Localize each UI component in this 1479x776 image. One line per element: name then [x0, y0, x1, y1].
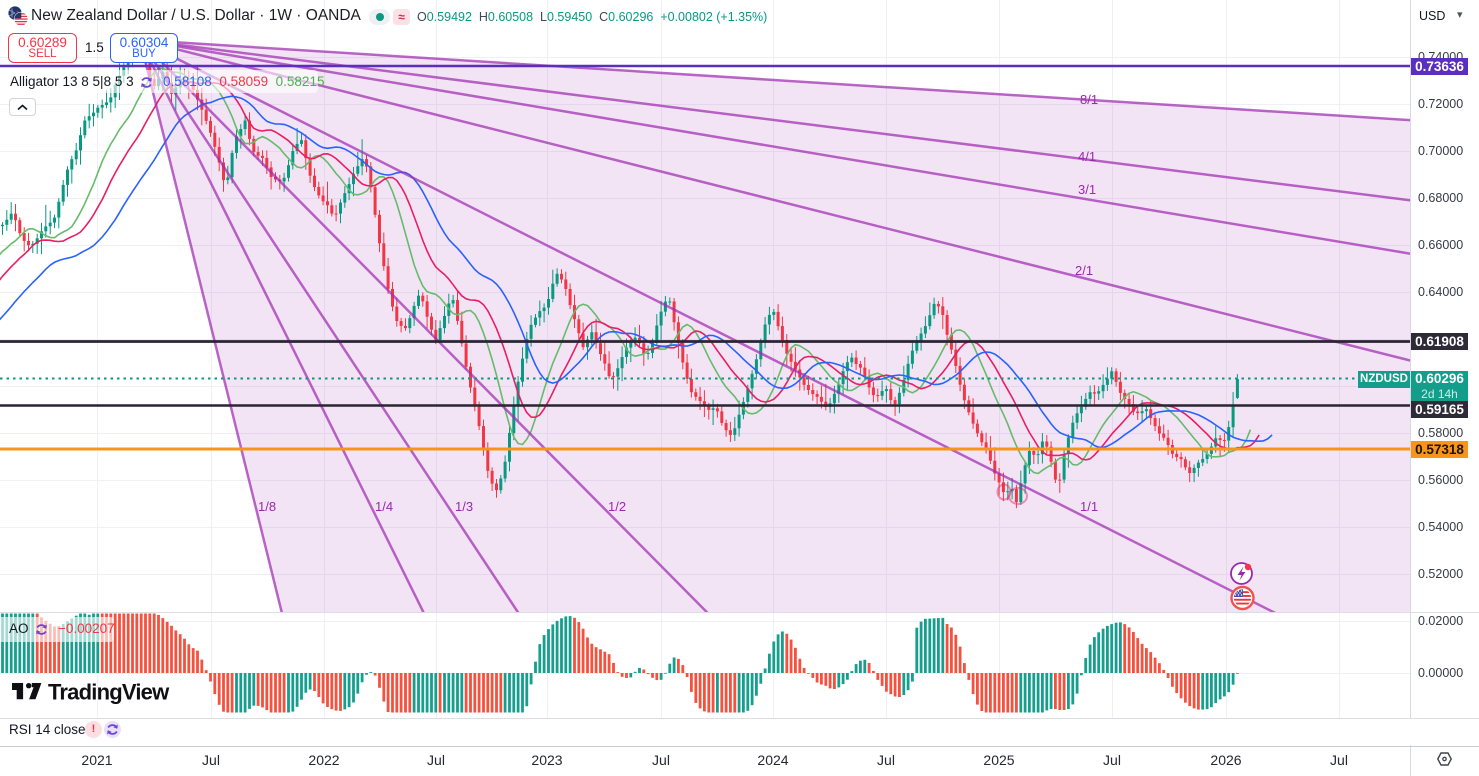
svg-text:2/1: 2/1 [1075, 263, 1093, 278]
svg-text:TradingView: TradingView [48, 683, 170, 705]
svg-text:8/1: 8/1 [1080, 92, 1098, 107]
svg-text:1/2: 1/2 [608, 499, 626, 514]
svg-text:3/1: 3/1 [1078, 182, 1096, 197]
svg-text:1/8: 1/8 [258, 499, 276, 514]
svg-text:4/1: 4/1 [1078, 149, 1096, 164]
svg-text:1/1: 1/1 [1080, 499, 1098, 514]
svg-text:1/4: 1/4 [375, 499, 393, 514]
svg-text:1/3: 1/3 [455, 499, 473, 514]
